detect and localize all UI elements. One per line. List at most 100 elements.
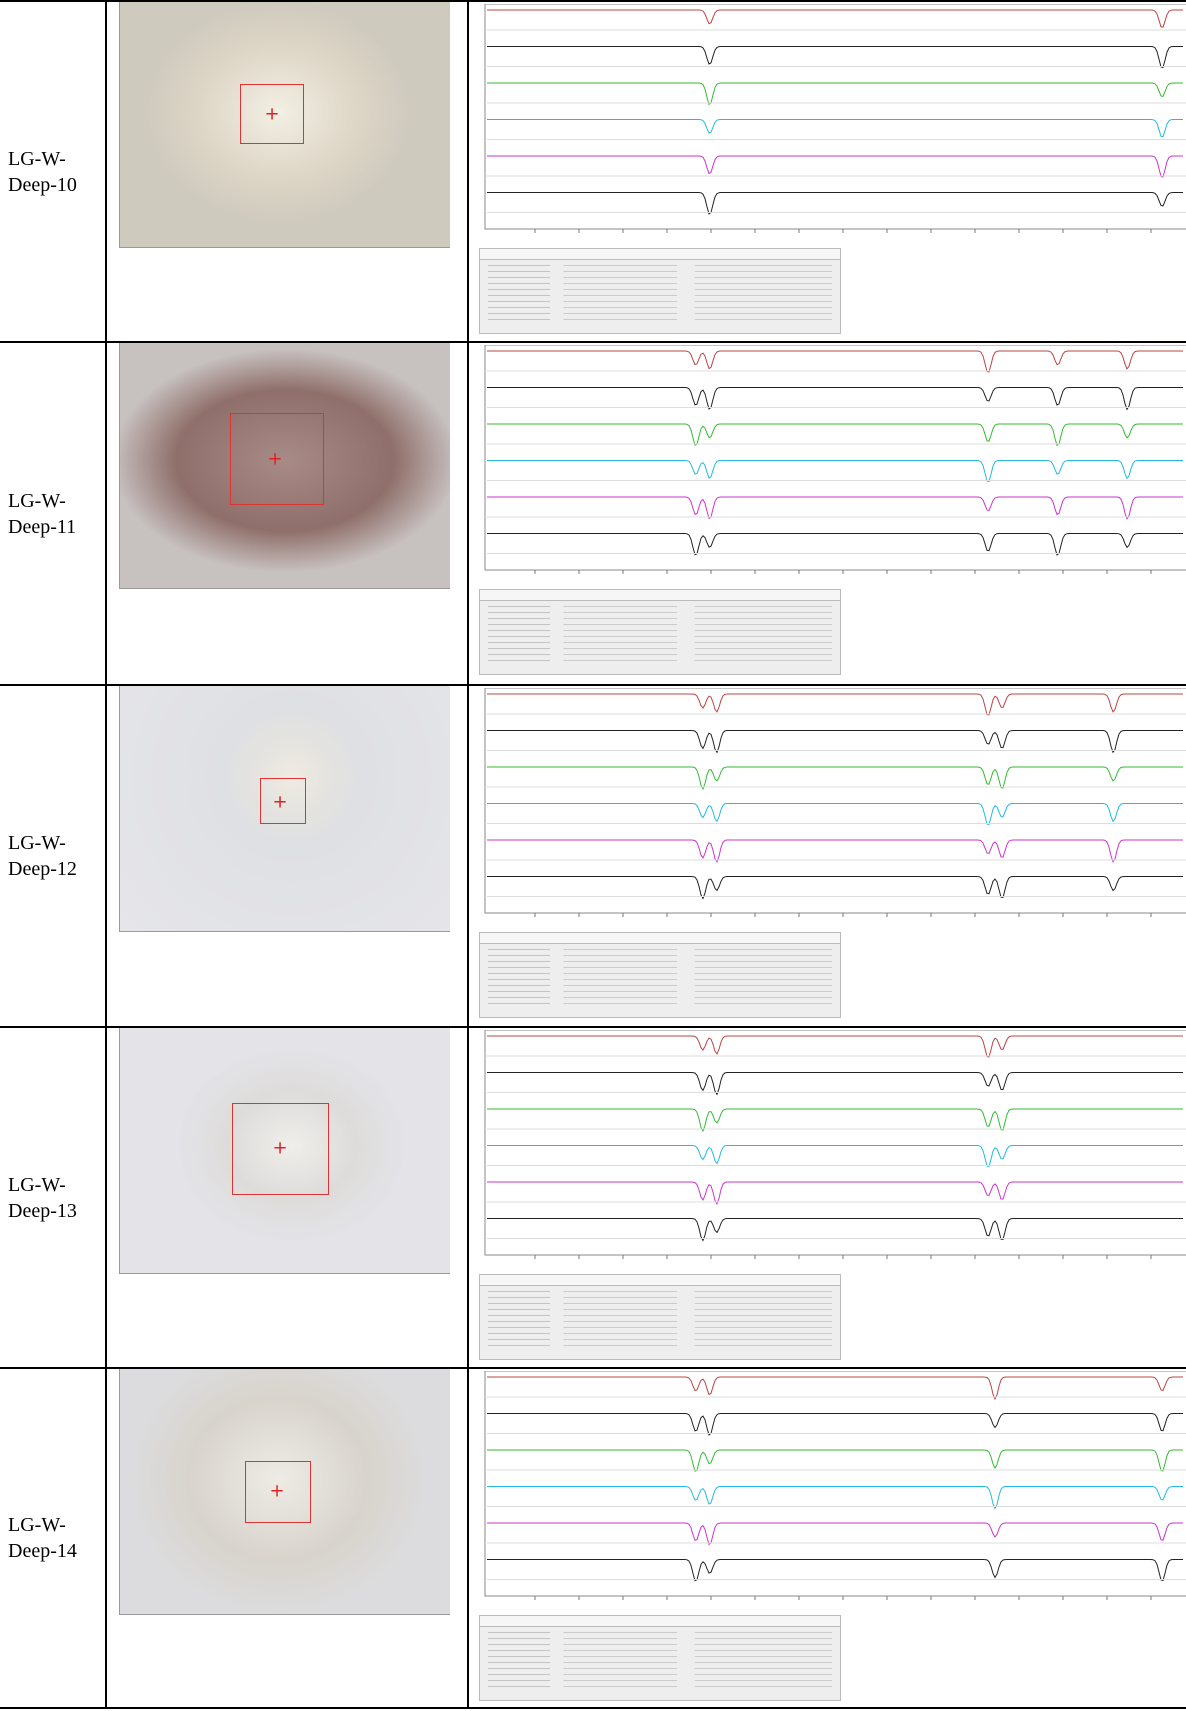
plot-frame bbox=[484, 1030, 1186, 1256]
results-line bbox=[488, 295, 832, 296]
photo-cell: + bbox=[105, 0, 469, 343]
crosshair: + bbox=[269, 1480, 285, 1502]
results-line bbox=[488, 997, 832, 998]
photo-cell: + bbox=[105, 341, 469, 686]
selection-box bbox=[240, 84, 304, 144]
spectrum-trace bbox=[487, 693, 1183, 716]
results-line bbox=[488, 1674, 832, 1675]
crosshair: + bbox=[272, 791, 288, 813]
results-line bbox=[488, 1668, 832, 1669]
spectrum-trace bbox=[487, 119, 1183, 138]
results-table bbox=[479, 248, 841, 334]
sample-label: LG-W-Deep-12 bbox=[0, 684, 107, 1028]
spectrum-trace bbox=[487, 192, 1183, 215]
results-header bbox=[480, 1275, 840, 1286]
results-table bbox=[479, 932, 841, 1018]
plot-frame bbox=[484, 1371, 1186, 1597]
plot-frame bbox=[484, 4, 1186, 230]
spectrum-trace bbox=[487, 9, 1183, 28]
spectrum-trace bbox=[487, 1035, 1183, 1058]
results-line bbox=[488, 654, 832, 655]
results-line bbox=[488, 1345, 832, 1346]
spectrum-trace bbox=[487, 460, 1183, 483]
spectrum-trace bbox=[487, 730, 1183, 754]
results-line bbox=[488, 1662, 832, 1663]
selection-box bbox=[232, 1103, 329, 1195]
results-table bbox=[479, 589, 841, 675]
results-line bbox=[488, 1303, 832, 1304]
results-line bbox=[488, 642, 832, 643]
results-line bbox=[488, 606, 832, 607]
spectrum-trace bbox=[487, 1413, 1183, 1436]
results-line bbox=[488, 660, 832, 661]
spectrum-trace bbox=[487, 533, 1183, 556]
spectrum-trace bbox=[487, 1218, 1183, 1242]
results-line bbox=[488, 283, 832, 284]
results-line bbox=[488, 973, 832, 974]
results-line bbox=[488, 1650, 832, 1651]
micrograph: + bbox=[119, 344, 450, 589]
spectrum-trace bbox=[487, 350, 1183, 373]
plot-frame bbox=[484, 688, 1186, 914]
sample-row: LG-W-Deep-14 + bbox=[0, 1367, 1186, 1709]
results-header bbox=[480, 590, 840, 601]
spectrum-trace bbox=[487, 46, 1183, 69]
spectra-cell bbox=[467, 1026, 1186, 1369]
spectrum-trace bbox=[487, 1376, 1183, 1401]
results-line bbox=[488, 612, 832, 613]
results-line bbox=[488, 301, 832, 302]
results-line bbox=[488, 985, 832, 986]
results-line bbox=[488, 1003, 832, 1004]
spectrum-trace bbox=[487, 876, 1183, 900]
results-line bbox=[488, 630, 832, 631]
results-header bbox=[480, 249, 840, 260]
results-line bbox=[488, 1321, 832, 1322]
micrograph: + bbox=[119, 687, 450, 932]
results-table bbox=[479, 1615, 841, 1701]
results-line bbox=[488, 991, 832, 992]
selection-box bbox=[230, 413, 324, 505]
results-line bbox=[488, 1638, 832, 1639]
spectrum-trace bbox=[487, 155, 1183, 178]
spectrum-trace bbox=[487, 766, 1183, 791]
results-line bbox=[488, 1686, 832, 1687]
spectrum-trace bbox=[487, 1181, 1183, 1206]
micrograph: + bbox=[119, 1029, 450, 1274]
spectra-plot bbox=[484, 1371, 1186, 1600]
results-line bbox=[488, 313, 832, 314]
results-table bbox=[479, 1274, 841, 1360]
results-line bbox=[488, 307, 832, 308]
spectrum-trace bbox=[487, 1108, 1183, 1133]
crosshair: + bbox=[264, 103, 280, 125]
photo-cell: + bbox=[105, 1026, 469, 1369]
spectra-cell bbox=[467, 341, 1186, 686]
selection-box bbox=[245, 1461, 311, 1523]
results-line bbox=[488, 961, 832, 962]
spectra-plot bbox=[484, 1030, 1186, 1259]
spectrum-trace bbox=[487, 839, 1183, 864]
spectra-cell bbox=[467, 1367, 1186, 1709]
sample-label: LG-W-Deep-13 bbox=[0, 1026, 107, 1369]
crosshair: + bbox=[267, 448, 283, 470]
results-line bbox=[488, 636, 832, 637]
sample-row: LG-W-Deep-12 + bbox=[0, 684, 1186, 1028]
sample-row: LG-W-Deep-11 + bbox=[0, 341, 1186, 686]
photo-cell: + bbox=[105, 684, 469, 1028]
results-line bbox=[488, 1333, 832, 1334]
results-line bbox=[488, 618, 832, 619]
results-line bbox=[488, 1680, 832, 1681]
micrograph: + bbox=[119, 3, 450, 248]
results-header bbox=[480, 1616, 840, 1627]
selection-box bbox=[260, 778, 306, 824]
micrograph: + bbox=[119, 1370, 450, 1615]
spectra-plot bbox=[484, 4, 1186, 233]
results-line bbox=[488, 1644, 832, 1645]
sample-row: LG-W-Deep-13 + bbox=[0, 1026, 1186, 1369]
plot-frame bbox=[484, 345, 1186, 571]
spectrum-trace bbox=[487, 1145, 1183, 1168]
results-line bbox=[488, 271, 832, 272]
results-line bbox=[488, 648, 832, 649]
sample-label: LG-W-Deep-10 bbox=[0, 0, 107, 343]
results-line bbox=[488, 1315, 832, 1316]
